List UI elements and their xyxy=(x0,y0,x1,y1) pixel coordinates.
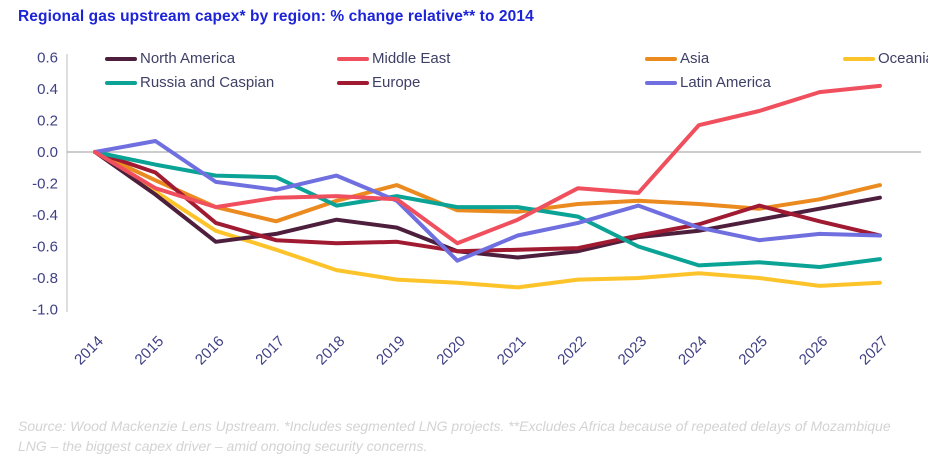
x-axis-tick-label: 2024 xyxy=(675,333,711,369)
x-axis-tick-label: 2017 xyxy=(252,333,288,369)
x-axis-tick-label: 2023 xyxy=(615,333,651,369)
series-line-europe xyxy=(93,150,882,254)
y-axis-tick-label: -0.6 xyxy=(32,239,58,256)
x-axis-tick-label: 2018 xyxy=(313,333,349,369)
x-axis-tick-label: 2021 xyxy=(494,333,530,369)
y-axis-tick-label: 0.2 xyxy=(37,113,58,130)
series-line-middle-east xyxy=(93,83,882,246)
series-line-latin-america xyxy=(93,139,882,263)
x-axis-tick-label: 2027 xyxy=(856,333,892,369)
y-axis-tick-label: -0.4 xyxy=(32,207,58,224)
x-axis-tick-label: 2025 xyxy=(735,333,771,369)
series-line-russia-and-caspian xyxy=(93,150,882,269)
x-axis-tick-label: 2026 xyxy=(796,333,832,369)
x-axis-tick-label: 2020 xyxy=(433,333,469,369)
x-axis-tick-label: 2019 xyxy=(373,333,409,369)
y-axis-tick-label: -0.8 xyxy=(32,270,58,287)
y-axis-tick-label: -0.2 xyxy=(32,176,58,193)
line-chart: 0.6 0.4 0.2 0.0 -0.2 -0.4 -0.6 -0.8 -1.0 2014 2015… xyxy=(32,50,921,369)
y-axis-tick-label: 0.6 xyxy=(37,50,58,67)
series-line-oceania xyxy=(93,150,882,290)
x-axis-tick-label: 2022 xyxy=(554,333,590,369)
series-line-north-america xyxy=(93,150,882,260)
x-axis-tick-label: 2014 xyxy=(71,333,107,369)
y-axis-tick-label: 0.4 xyxy=(37,81,58,98)
x-axis-tick-label: 2016 xyxy=(192,333,228,369)
chart-title: Regional gas upstream capex* by region: … xyxy=(18,8,534,25)
series-line-asia xyxy=(93,150,882,224)
source-footnote: Source: Wood Mackenzie Lens Upstream. *I… xyxy=(18,418,891,455)
x-axis-tick-label: 2015 xyxy=(132,333,168,369)
y-axis-tick-label: -1.0 xyxy=(32,302,58,319)
y-axis-tick-label: 0.0 xyxy=(37,144,58,161)
